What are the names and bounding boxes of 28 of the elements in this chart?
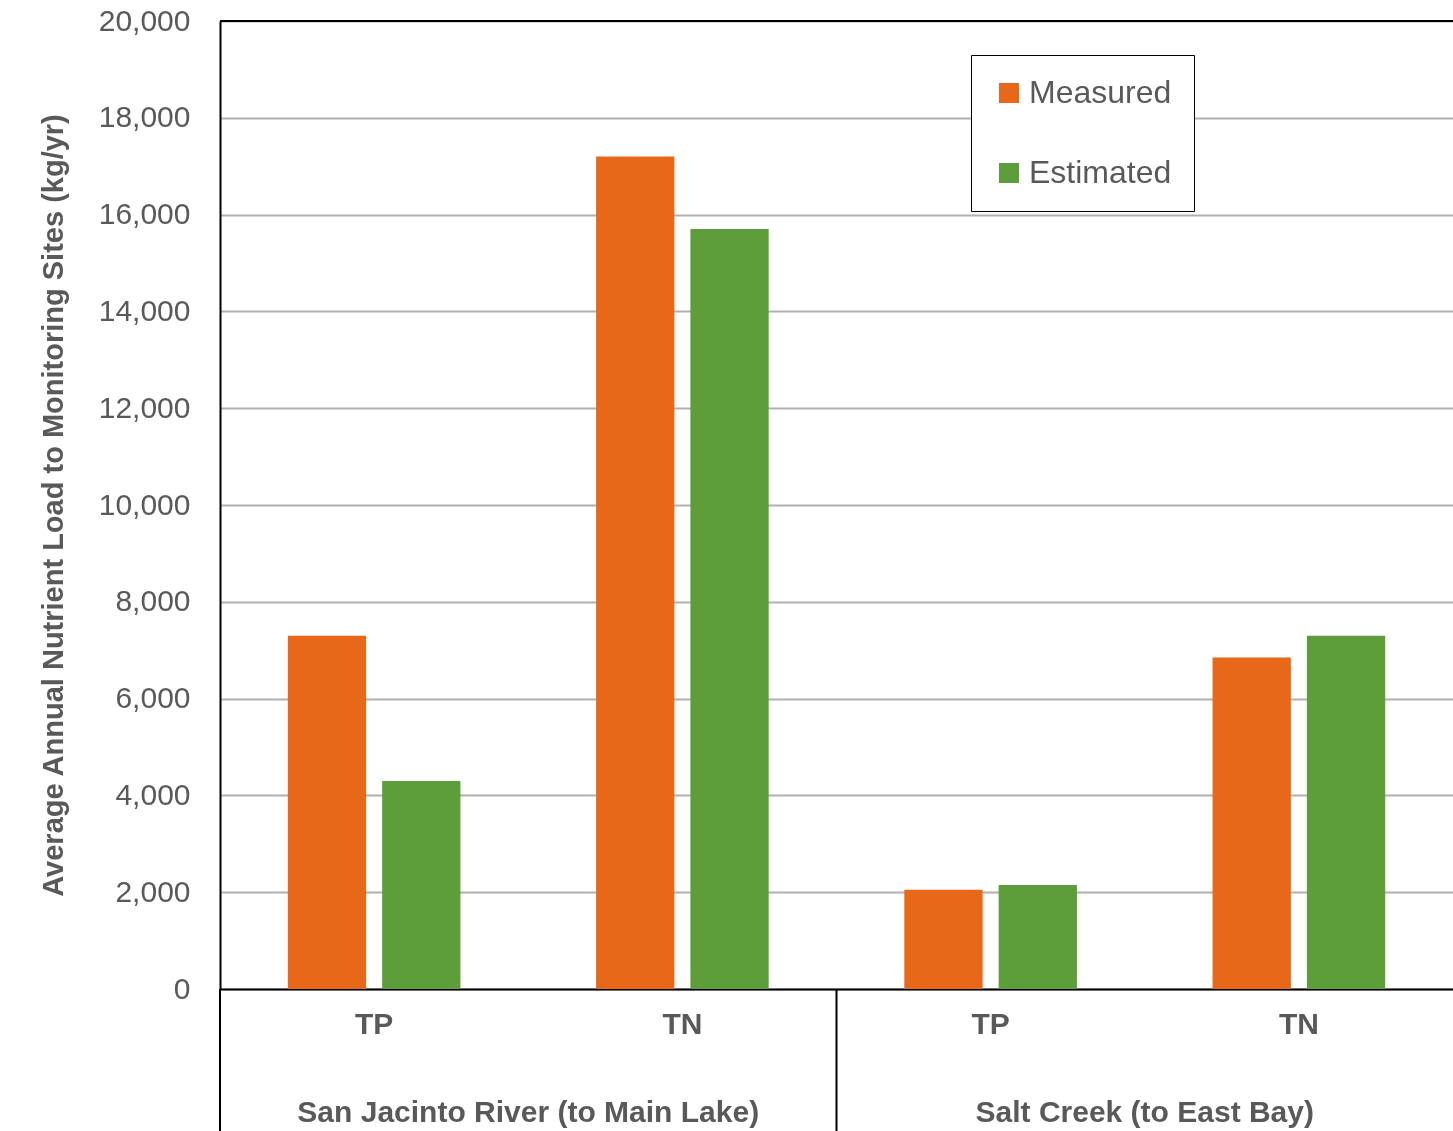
bar	[382, 780, 461, 989]
x-tick-label: TP	[354, 1006, 394, 1040]
text: San Jacinto River (to Main Lake)	[297, 1095, 760, 1128]
legend-label: Measured	[1029, 74, 1172, 110]
y-axis-title: Average Annual Nutrient Load to Monitoring Sites (kg/yr)	[36, 114, 69, 897]
y-tick-label: 16,000	[98, 197, 191, 231]
bar	[904, 889, 983, 989]
text: Salt Creek (to East Bay)	[975, 1095, 1314, 1128]
y-tick-label: 0	[173, 971, 191, 1005]
y-tick-label: 12,000	[98, 390, 191, 424]
bar	[1212, 657, 1291, 989]
y-tick-label: 6,000	[115, 681, 191, 715]
bar	[690, 229, 769, 989]
bar	[1306, 635, 1386, 989]
y-tick-label: 10,000	[98, 487, 191, 521]
x-tick-label: TP	[971, 1006, 1010, 1040]
y-tick-label: 2,000	[115, 874, 191, 908]
bar	[287, 635, 367, 989]
y-tick-label: 20,000	[98, 3, 191, 37]
bar	[998, 884, 1077, 989]
y-tick-label: 14,000	[98, 293, 191, 327]
y-tick-label: 18,000	[98, 100, 191, 134]
bar	[596, 156, 675, 989]
x-tick-label: TN	[1278, 1006, 1319, 1040]
y-tick-label: 8,000	[115, 584, 191, 618]
x-tick-label: TN	[662, 1006, 703, 1040]
legend-label: Estimated	[1029, 154, 1172, 190]
y-tick-label: 4,000	[115, 777, 191, 811]
